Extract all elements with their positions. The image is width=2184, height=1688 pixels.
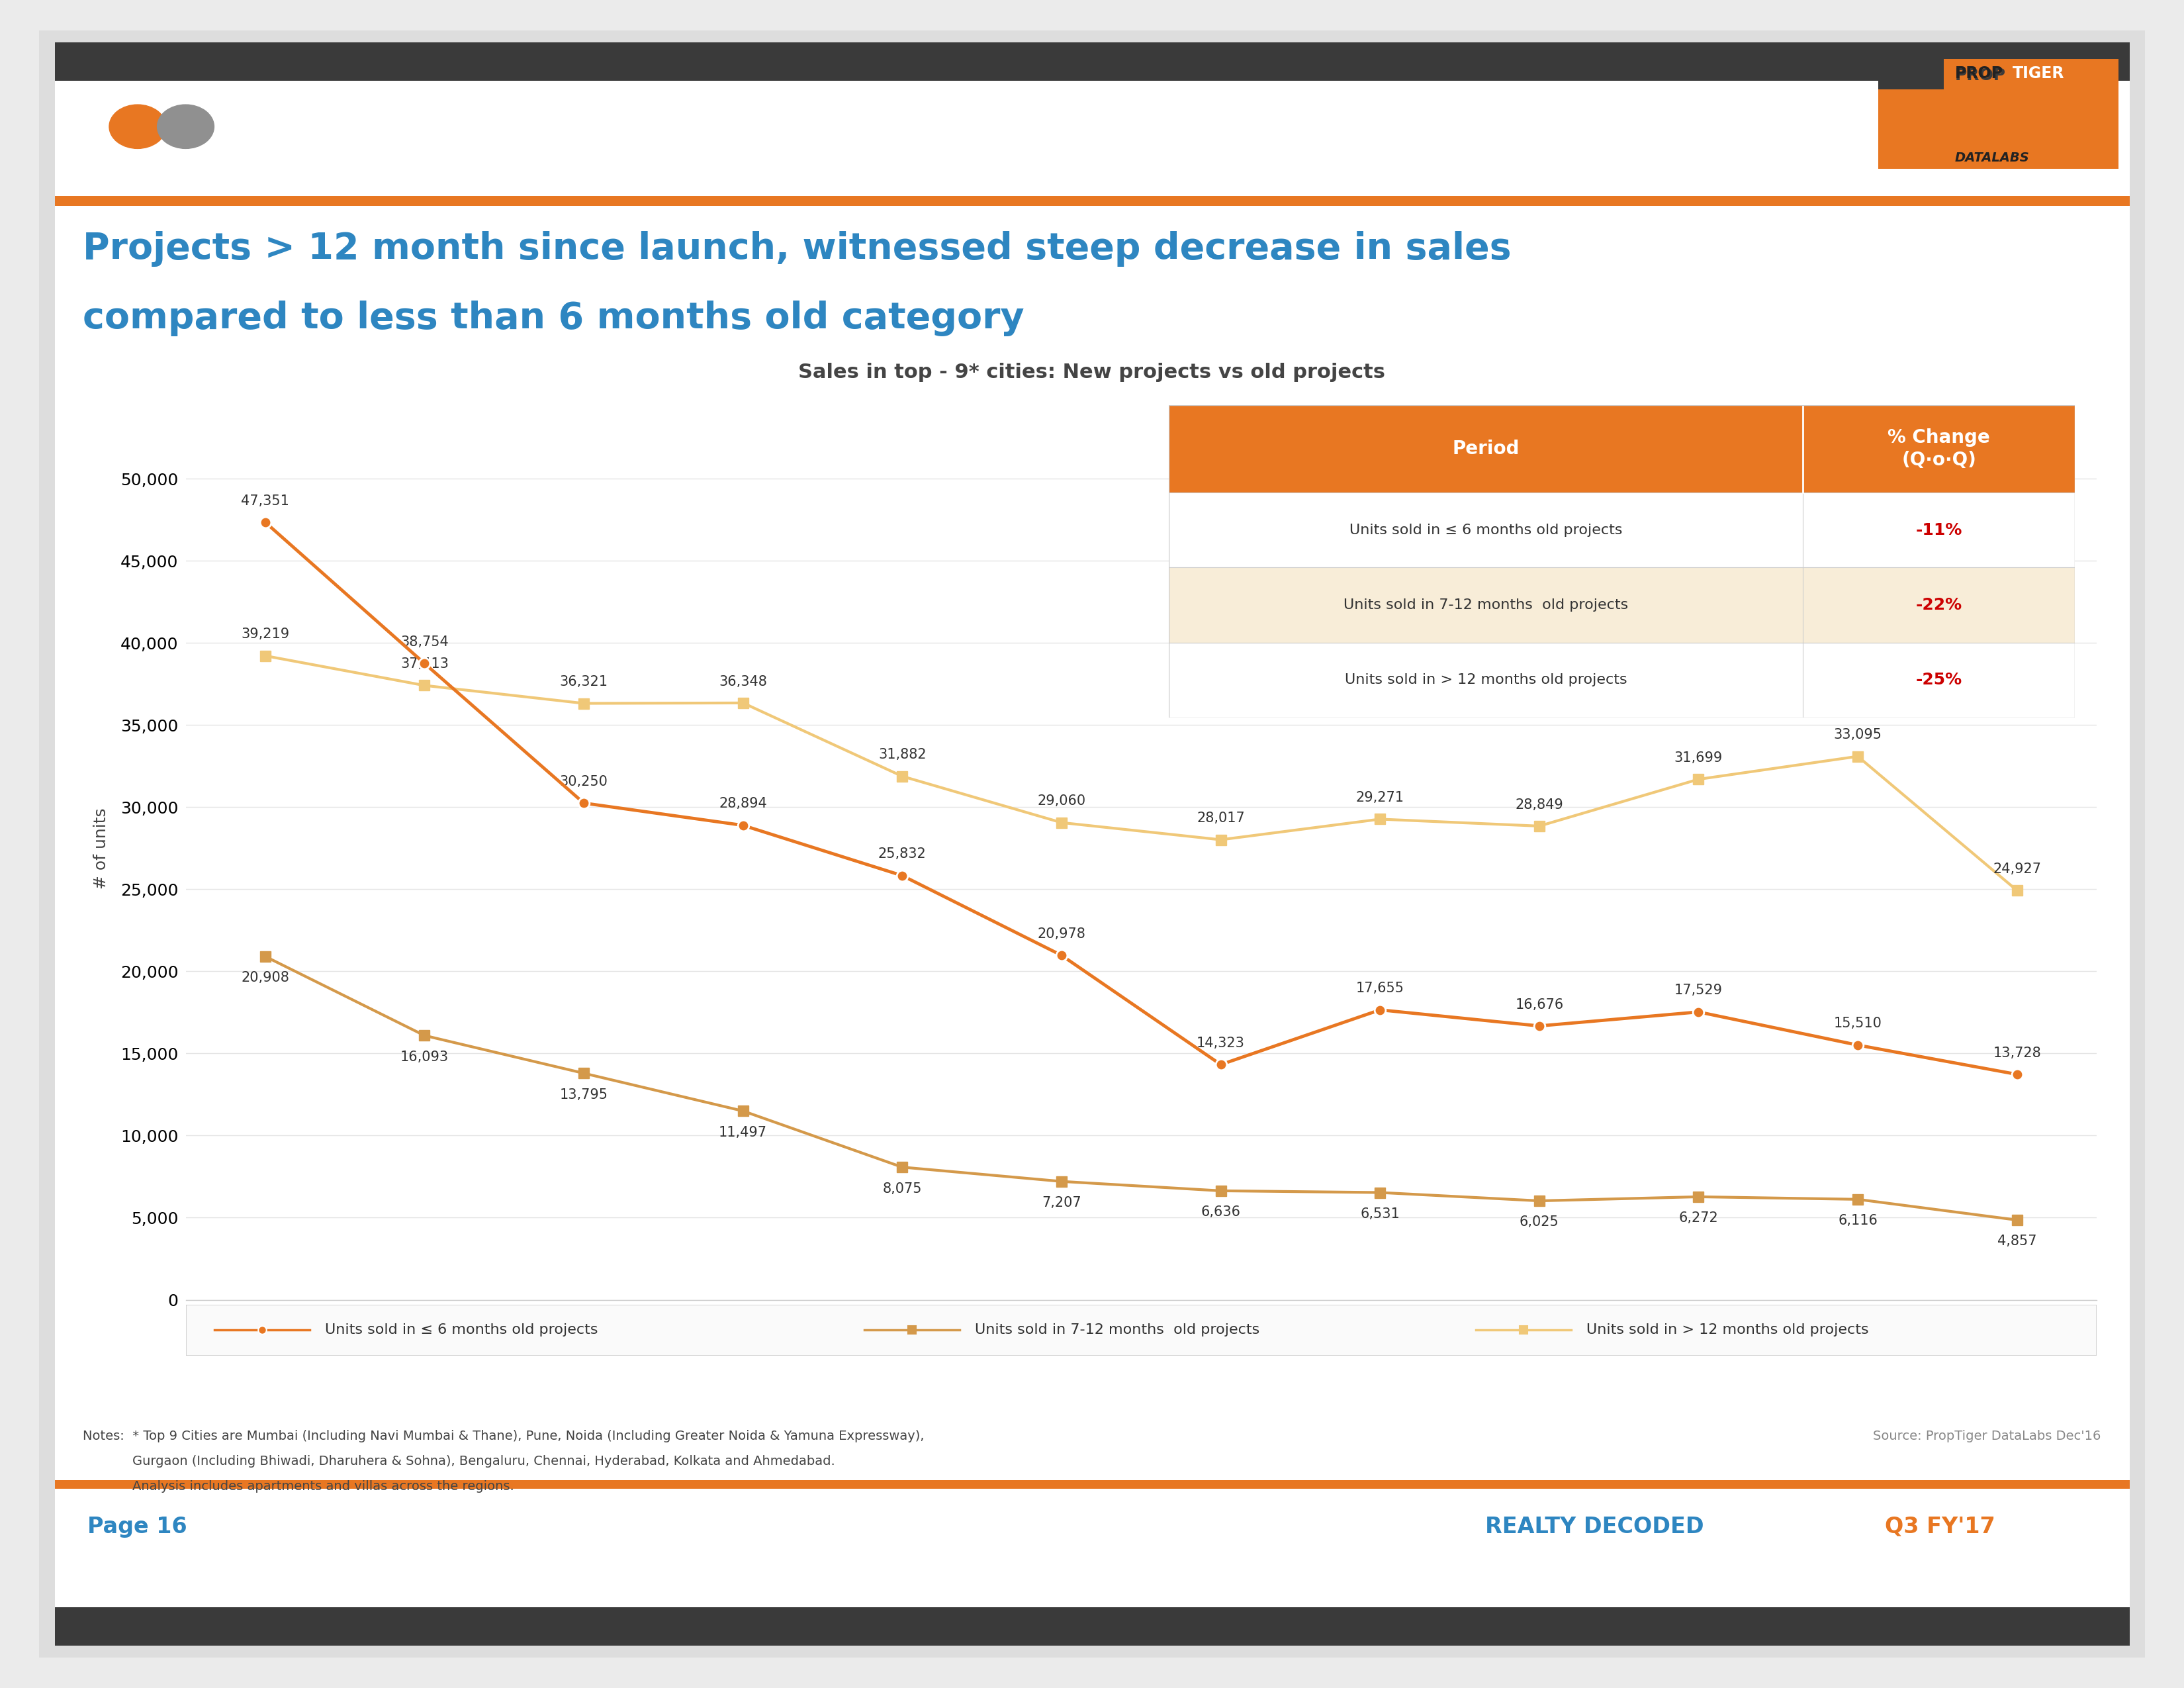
Text: Notes:  * Top 9 Cities are Mumbai (Including Navi Mumbai & Thane), Pune, Noida (: Notes: * Top 9 Cities are Mumbai (Includ… bbox=[83, 1430, 924, 1442]
Text: 36,348: 36,348 bbox=[719, 675, 767, 689]
Text: -11%: -11% bbox=[1915, 522, 1961, 538]
Text: Page 16: Page 16 bbox=[87, 1516, 188, 1538]
Text: Units sold in > 12 months old projects: Units sold in > 12 months old projects bbox=[1345, 674, 1627, 687]
Text: 15,510: 15,510 bbox=[1835, 1018, 1883, 1030]
Bar bbox=[1878, 59, 2118, 169]
Text: Units sold in ≤ 6 months old projects: Units sold in ≤ 6 months old projects bbox=[1350, 523, 1623, 537]
Text: 6,272: 6,272 bbox=[1679, 1212, 1719, 1225]
Circle shape bbox=[109, 105, 166, 149]
Bar bbox=[1168, 643, 2075, 717]
Text: 38,754: 38,754 bbox=[400, 635, 448, 648]
Text: 14,323: 14,323 bbox=[1197, 1036, 1245, 1050]
Text: % Change
(Q·o·Q): % Change (Q·o·Q) bbox=[1887, 429, 1990, 469]
Bar bbox=[1168, 405, 2075, 493]
Text: Units sold in 7-12 months  old projects: Units sold in 7-12 months old projects bbox=[974, 1323, 1260, 1337]
Text: 20,978: 20,978 bbox=[1037, 927, 1085, 940]
Text: 47,351: 47,351 bbox=[240, 495, 288, 508]
Text: -22%: -22% bbox=[1915, 598, 1961, 613]
Bar bbox=[55, 196, 2129, 206]
Text: 37,413: 37,413 bbox=[400, 657, 448, 670]
Text: 39,219: 39,219 bbox=[240, 628, 290, 641]
Text: REALTY DECODED: REALTY DECODED bbox=[1485, 1516, 1712, 1538]
Text: Units sold in 7-12 months  old projects: Units sold in 7-12 months old projects bbox=[1343, 598, 1627, 611]
Text: 36,321: 36,321 bbox=[559, 675, 607, 689]
Text: 7,207: 7,207 bbox=[1042, 1197, 1081, 1209]
Text: TIGER: TIGER bbox=[2016, 68, 2070, 83]
Bar bbox=[55, 1480, 2129, 1489]
Text: 6,116: 6,116 bbox=[1839, 1214, 1878, 1227]
Text: 6,636: 6,636 bbox=[1201, 1205, 1241, 1219]
Text: 24,927: 24,927 bbox=[1992, 863, 2042, 876]
Text: 6,531: 6,531 bbox=[1361, 1207, 1400, 1220]
Text: 31,699: 31,699 bbox=[1675, 751, 1723, 765]
Text: 17,529: 17,529 bbox=[1675, 984, 1723, 998]
Text: 33,095: 33,095 bbox=[1835, 728, 1883, 741]
Text: Source: PropTiger DataLabs Dec'16: Source: PropTiger DataLabs Dec'16 bbox=[1874, 1430, 2101, 1442]
Text: PROP: PROP bbox=[1955, 68, 2005, 83]
Text: Units sold in > 12 months old projects: Units sold in > 12 months old projects bbox=[1586, 1323, 1870, 1337]
Text: 6,025: 6,025 bbox=[1520, 1215, 1559, 1229]
Text: 17,655: 17,655 bbox=[1356, 982, 1404, 996]
Text: 30,250: 30,250 bbox=[559, 775, 607, 788]
Bar bbox=[55, 42, 2129, 81]
Text: 4,857: 4,857 bbox=[1998, 1236, 2038, 1247]
Text: 13,728: 13,728 bbox=[1994, 1047, 2042, 1060]
Text: Units sold in ≤ 6 months old projects: Units sold in ≤ 6 months old projects bbox=[325, 1323, 598, 1337]
Text: Analysis includes apartments and villas across the regions.: Analysis includes apartments and villas … bbox=[83, 1480, 515, 1492]
Circle shape bbox=[157, 105, 214, 149]
Text: Q3 FY'17: Q3 FY'17 bbox=[1885, 1516, 1996, 1538]
Text: 16,676: 16,676 bbox=[1516, 998, 1564, 1011]
Text: PROP: PROP bbox=[1955, 66, 2003, 81]
Text: Gurgaon (Including Bhiwadi, Dharuhera & Sohna), Bengaluru, Chennai, Hyderabad, K: Gurgaon (Including Bhiwadi, Dharuhera & … bbox=[83, 1455, 834, 1467]
Text: 29,060: 29,060 bbox=[1037, 795, 1085, 809]
Text: 13,795: 13,795 bbox=[559, 1089, 607, 1101]
Text: 20,908: 20,908 bbox=[240, 971, 288, 984]
Text: TIGER: TIGER bbox=[2014, 66, 2064, 81]
Text: 16,093: 16,093 bbox=[400, 1050, 448, 1063]
Text: DATALABS: DATALABS bbox=[1955, 152, 2029, 164]
Text: 28,894: 28,894 bbox=[719, 797, 767, 810]
Text: compared to less than 6 months old category: compared to less than 6 months old categ… bbox=[83, 300, 1024, 336]
Text: 28,017: 28,017 bbox=[1197, 812, 1245, 825]
Text: -25%: -25% bbox=[1915, 672, 1961, 689]
Text: Sales in top - 9* cities: New projects vs old projects: Sales in top - 9* cities: New projects v… bbox=[799, 363, 1385, 381]
Text: 31,882: 31,882 bbox=[878, 748, 926, 761]
Bar bbox=[1168, 493, 2075, 567]
Text: 28,849: 28,849 bbox=[1516, 798, 1564, 812]
Bar bbox=[1878, 59, 1944, 89]
Text: Projects > 12 month since launch, witnessed steep decrease in sales: Projects > 12 month since launch, witnes… bbox=[83, 231, 1511, 267]
Bar bbox=[55, 1607, 2129, 1646]
Text: 8,075: 8,075 bbox=[882, 1182, 922, 1195]
Text: Period: Period bbox=[1452, 439, 1520, 457]
Y-axis label: # of units: # of units bbox=[94, 807, 109, 890]
Text: 11,497: 11,497 bbox=[719, 1126, 767, 1139]
Bar bbox=[1168, 567, 2075, 643]
Text: 29,271: 29,271 bbox=[1356, 792, 1404, 805]
Text: 25,832: 25,832 bbox=[878, 847, 926, 861]
